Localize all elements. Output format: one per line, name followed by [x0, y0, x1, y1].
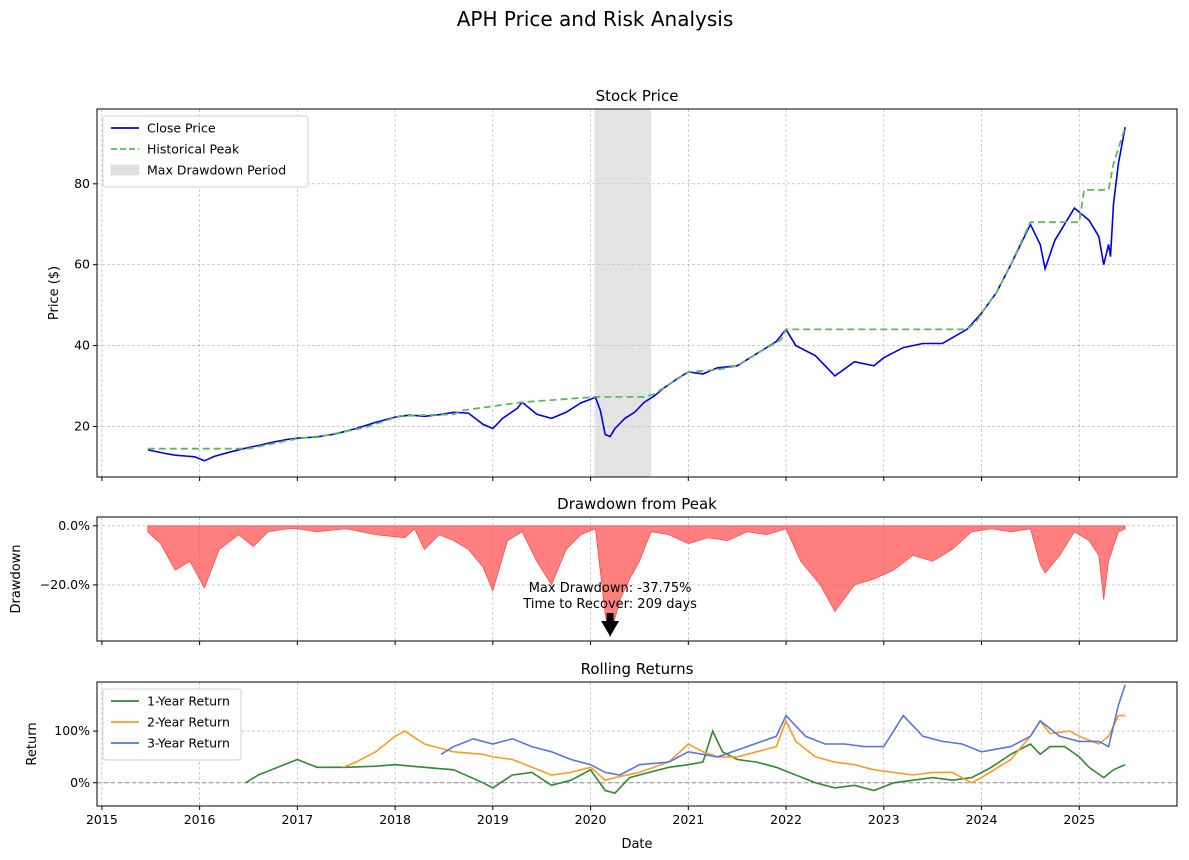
series-line-2: [147, 126, 1127, 450]
y-tick-label: 100%: [54, 723, 90, 738]
annotation-arrow-shaft: [606, 613, 614, 622]
legend-label: Max Drawdown Period: [147, 163, 286, 178]
x-tick-label: 2021: [672, 812, 704, 827]
annotation-text: Time to Recover: 209 days: [522, 597, 697, 612]
panel-title: Rolling Returns: [581, 660, 694, 678]
legend-box: [102, 115, 309, 188]
y-axis-label: Return: [25, 722, 40, 765]
legend-label: 1-Year Return: [147, 694, 230, 709]
y-tick-label: 20: [74, 418, 90, 433]
y-axis-label: Drawdown: [9, 544, 24, 613]
y-tick-label: −20.0%: [40, 577, 90, 592]
y-axis-label: Price ($): [47, 266, 62, 320]
y-tick-label: 80: [74, 176, 90, 191]
x-tick-label: 2015: [86, 812, 118, 827]
x-axis-label: Date: [621, 837, 652, 852]
x-tick-label: 2023: [868, 812, 900, 827]
x-tick-label: 2018: [379, 812, 411, 827]
legend-label: 2-Year Return: [147, 715, 230, 730]
series-line-1: [245, 728, 1126, 794]
annotation-arrow-head: [601, 621, 620, 637]
x-tick-label: 2022: [770, 812, 802, 827]
plot-frame: [96, 108, 1178, 478]
panel-3: Rolling Returns 0% 100% Return 2015 2016 2017 2…: [25, 660, 1178, 827]
x-tick-label: 2017: [281, 812, 313, 827]
x-tick-label: 2020: [575, 812, 607, 827]
annotation-text: Max Drawdown: -37.75%: [529, 581, 692, 596]
y-tick-label: 60: [74, 257, 90, 272]
figure-title: APH Price and Risk Analysis: [457, 7, 733, 31]
y-tick-label: 0.0%: [58, 518, 90, 533]
series-line-3: [440, 684, 1126, 776]
legend-label: Historical Peak: [147, 142, 240, 157]
x-tick-label: 2016: [184, 812, 216, 827]
panel-title: Drawdown from Peak: [557, 495, 717, 513]
max-drawdown-shade: [594, 109, 652, 477]
plot-frame: [96, 516, 1178, 642]
legend-swatch: [110, 164, 140, 176]
plot-frame: [96, 681, 1178, 807]
series-line-1: [147, 127, 1126, 462]
y-tick-label: 40: [74, 338, 90, 353]
panel-2: Drawdown from Peak 0.0% −20.0% Drawdown Max …: [9, 495, 1178, 645]
x-tick-label: 2024: [966, 812, 998, 827]
legend-label: 3-Year Return: [147, 736, 230, 751]
drawdown-area: [147, 525, 1126, 638]
y-tick-label: 0%: [70, 775, 90, 790]
x-tick-label: 2025: [1063, 812, 1095, 827]
x-tick-label: 2019: [477, 812, 509, 827]
panel-1: Stock Price 20 40 60 80 Price ($) Close Price H…: [47, 87, 1178, 481]
legend-label: Close Price: [147, 121, 216, 136]
panel-title: Stock Price: [596, 87, 679, 105]
